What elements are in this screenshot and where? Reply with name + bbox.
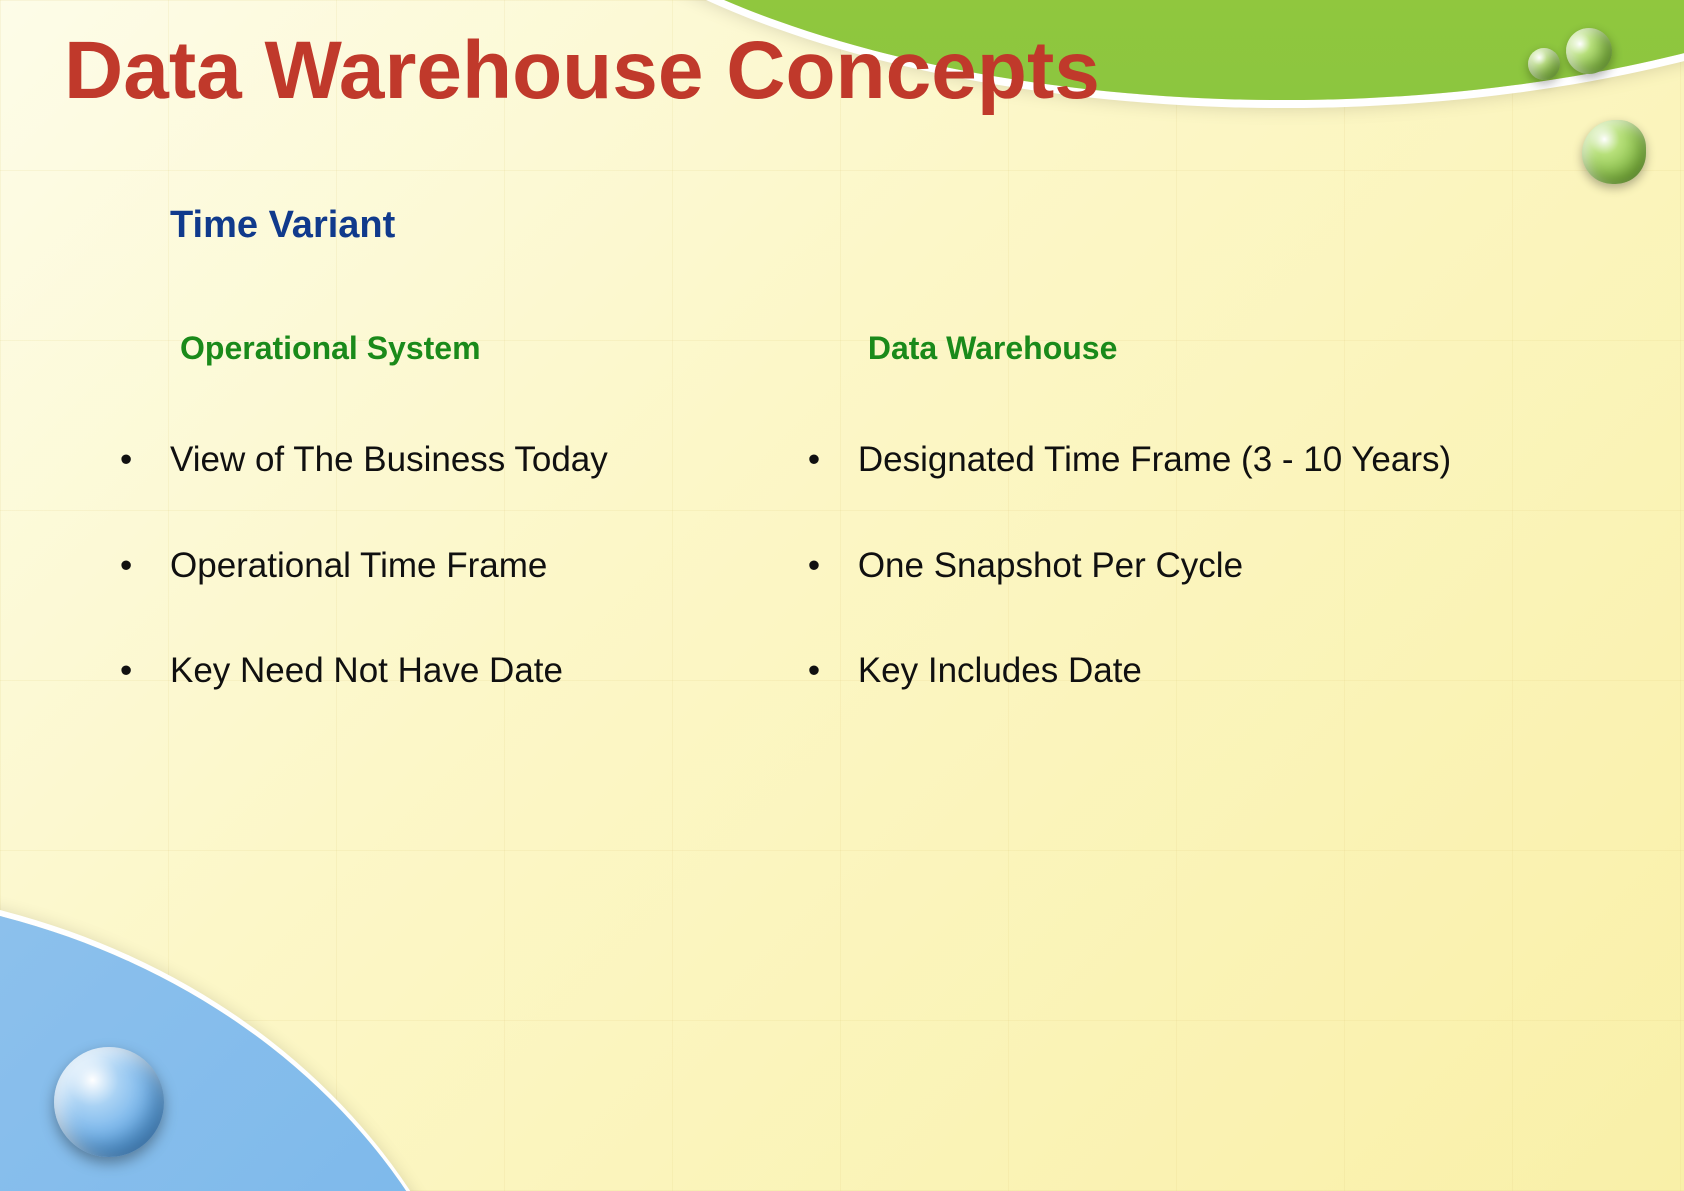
slide-title: Data Warehouse Concepts (64, 24, 1100, 118)
column-heading: Operational System (180, 330, 728, 367)
bullet-list: Designated Time Frame (3 - 10 Years) One… (788, 437, 1604, 694)
list-item: Designated Time Frame (3 - 10 Years) (788, 437, 1604, 483)
water-drop-icon (1528, 48, 1560, 80)
list-item: Operational Time Frame (100, 543, 728, 589)
water-drop-icon (54, 1047, 164, 1157)
list-item: One Snapshot Per Cycle (788, 543, 1604, 589)
list-item: View of The Business Today (100, 437, 728, 483)
column-heading: Data Warehouse (868, 330, 1604, 367)
column-operational: Operational System View of The Business … (100, 330, 728, 754)
slide: Data Warehouse Concepts Time Variant Ope… (0, 0, 1684, 1191)
list-item: Key Need Not Have Date (100, 648, 728, 694)
content-columns: Operational System View of The Business … (100, 330, 1604, 754)
bullet-list: View of The Business Today Operational T… (100, 437, 728, 694)
column-warehouse: Data Warehouse Designated Time Frame (3 … (788, 330, 1604, 754)
slide-subtitle: Time Variant (170, 204, 395, 247)
list-item: Key Includes Date (788, 648, 1604, 694)
water-drop-icon (1582, 120, 1646, 184)
